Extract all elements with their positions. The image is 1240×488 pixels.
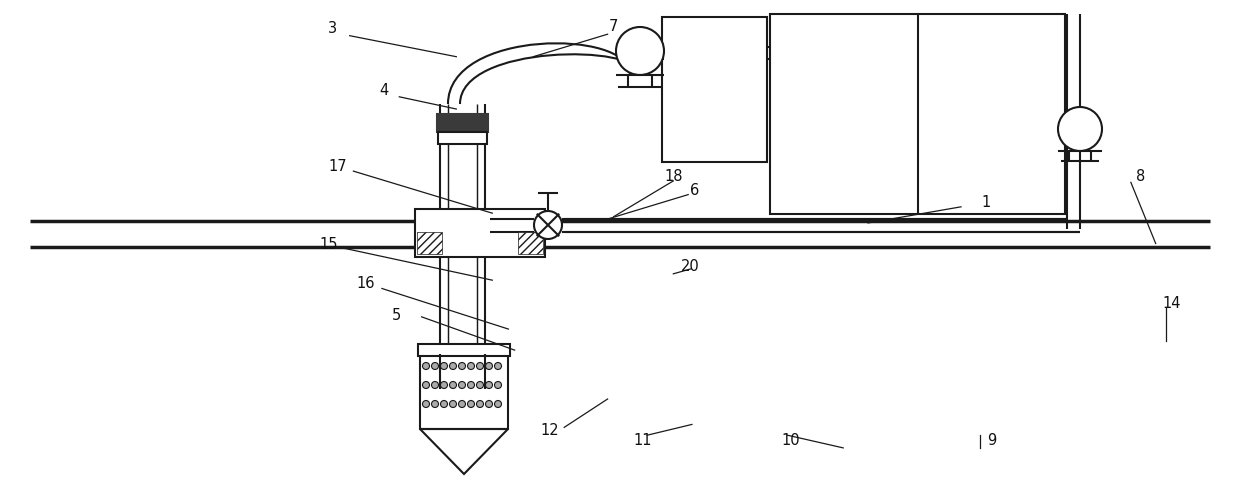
Circle shape	[459, 382, 465, 389]
Circle shape	[423, 382, 429, 389]
Bar	[662, 18, 768, 163]
Circle shape	[440, 401, 448, 407]
Text: 16: 16	[357, 276, 374, 290]
Circle shape	[432, 401, 439, 407]
Circle shape	[467, 363, 475, 370]
Circle shape	[495, 382, 501, 389]
Circle shape	[450, 401, 456, 407]
Circle shape	[459, 401, 465, 407]
Circle shape	[432, 363, 439, 370]
Bar	[418, 345, 510, 356]
Circle shape	[476, 401, 484, 407]
Bar	[420, 354, 508, 429]
Bar	[770, 15, 1065, 215]
Circle shape	[495, 363, 501, 370]
Circle shape	[467, 382, 475, 389]
Text: 18: 18	[665, 168, 682, 183]
Circle shape	[423, 401, 429, 407]
Circle shape	[495, 401, 501, 407]
Text: 3: 3	[327, 21, 337, 36]
Circle shape	[450, 363, 456, 370]
Circle shape	[534, 212, 562, 240]
Circle shape	[616, 28, 663, 76]
Bar	[438, 133, 487, 145]
Text: 8: 8	[1136, 168, 1146, 183]
Text: 6: 6	[689, 183, 699, 198]
Circle shape	[476, 382, 484, 389]
Text: 15: 15	[320, 237, 337, 251]
Circle shape	[476, 363, 484, 370]
Bar	[417, 232, 441, 254]
Circle shape	[423, 363, 429, 370]
Bar	[415, 209, 546, 258]
Circle shape	[486, 382, 492, 389]
Text: 12: 12	[539, 422, 559, 437]
Text: 11: 11	[634, 432, 651, 447]
Circle shape	[459, 363, 465, 370]
Circle shape	[486, 363, 492, 370]
Text: 9: 9	[987, 432, 997, 447]
Text: 17: 17	[327, 159, 347, 173]
Circle shape	[450, 382, 456, 389]
Bar	[436, 115, 489, 133]
Text: 5: 5	[392, 307, 402, 322]
Circle shape	[486, 401, 492, 407]
Text: 20: 20	[681, 259, 701, 273]
Circle shape	[432, 382, 439, 389]
Text: 1: 1	[981, 195, 991, 210]
Circle shape	[467, 401, 475, 407]
Circle shape	[440, 382, 448, 389]
Circle shape	[1058, 108, 1102, 152]
Text: 10: 10	[781, 432, 801, 447]
Text: 4: 4	[379, 83, 389, 98]
Text: 14: 14	[1163, 295, 1180, 310]
Circle shape	[440, 363, 448, 370]
Bar	[518, 232, 543, 254]
Text: 7: 7	[609, 20, 619, 34]
